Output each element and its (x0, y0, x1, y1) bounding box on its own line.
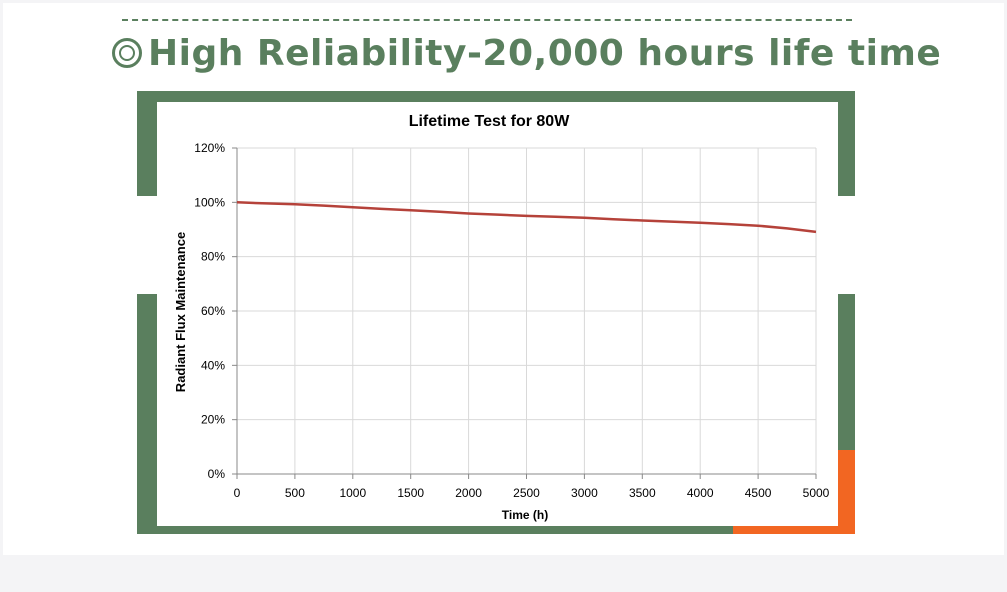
series-group (236, 201, 817, 234)
frame-gap-right (835, 196, 857, 294)
y-tick-label: 40% (201, 358, 225, 372)
y-tick-label: 80% (201, 250, 225, 264)
tick-labels: 0 500 1000 1500 2000 2500 3000 3500 4000 4500 5000… (194, 141, 829, 500)
frame-accent-vertical (838, 450, 855, 534)
x-tick-label: 5000 (803, 486, 830, 500)
x-tick-label: 2500 (513, 486, 540, 500)
x-tick-label: 0 (234, 486, 241, 500)
x-tick-label: 4000 (687, 486, 714, 500)
lifetime-chart: Lifetime Test for 80W Radiant Flux Maint… (173, 113, 830, 522)
y-tick-label: 100% (194, 195, 225, 209)
axes (232, 147, 817, 479)
y-axis-label: Radiant Flux Maintenance (173, 232, 188, 392)
x-tick-label: 1500 (397, 486, 424, 500)
x-tick-label: 3500 (629, 486, 656, 500)
frame-gap-left (135, 196, 157, 294)
headline: High Reliability-20,000 hours life time (112, 28, 941, 78)
y-tick-label: 120% (194, 141, 225, 155)
y-tick-label: 60% (201, 304, 225, 318)
chart-panel: Lifetime Test for 80W Radiant Flux Maint… (157, 102, 838, 526)
y-tick-label: 20% (201, 413, 225, 427)
x-tick-label: 500 (285, 486, 305, 500)
x-tick-label: 4500 (745, 486, 772, 500)
x-tick-label: 2000 (455, 486, 482, 500)
dashed-divider (122, 19, 852, 21)
double-circle-icon (112, 38, 142, 68)
y-tick-label: 0% (208, 467, 226, 481)
headline-text: High Reliability-20,000 hours life time (148, 32, 942, 74)
x-axis-label: Time (h) (502, 508, 548, 522)
frame-accent-horizontal (733, 525, 855, 534)
chart-title: Lifetime Test for 80W (409, 113, 571, 130)
series-line (236, 201, 817, 234)
grid (237, 147, 817, 474)
x-tick-label: 3000 (571, 486, 598, 500)
x-tick-label: 1000 (339, 486, 366, 500)
